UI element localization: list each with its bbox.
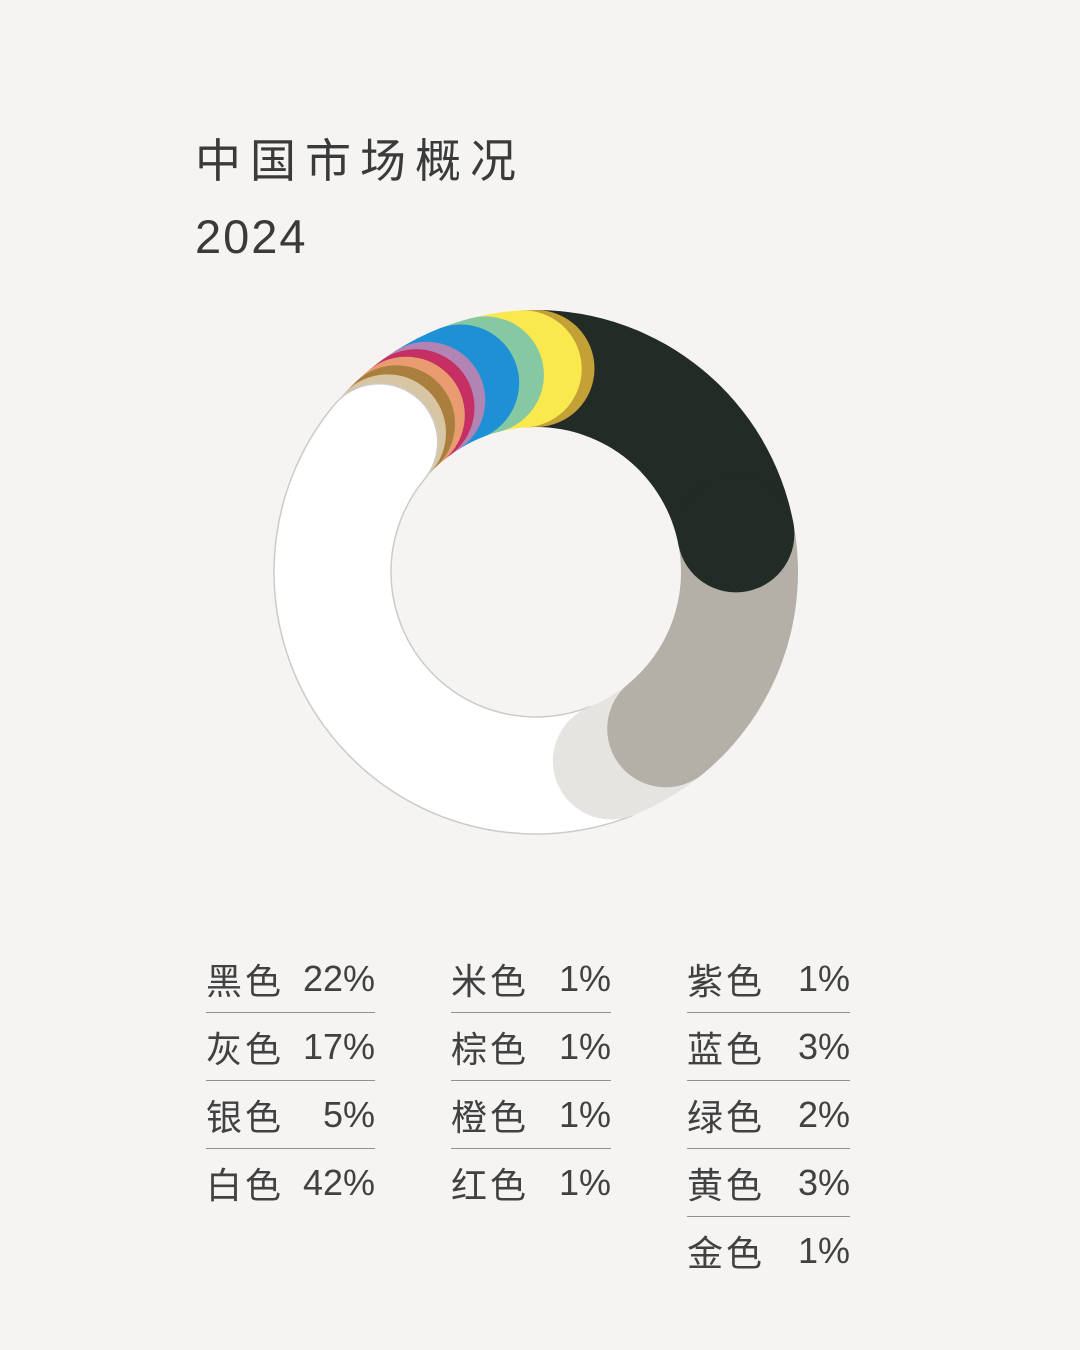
legend-row: 米色 1% <box>451 945 611 1013</box>
legend-value: 3% <box>797 1025 850 1067</box>
legend-column-2: 米色 1% 棕色 1% 橙色 1% 红色 1% <box>451 945 611 1216</box>
donut-segment-black-cap <box>677 475 795 593</box>
legend-row: 黄色 3% <box>687 1149 850 1217</box>
legend-value: 17% <box>302 1025 375 1067</box>
legend-row: 银色 5% <box>206 1081 375 1149</box>
legend-row: 绿色 2% <box>687 1081 850 1149</box>
legend-label: 紫色 <box>687 960 766 1002</box>
legend-value: 1% <box>558 1025 611 1067</box>
legend-row: 蓝色 3% <box>687 1013 850 1081</box>
legend-row: 灰色 17% <box>206 1013 375 1081</box>
donut-segment-white <box>273 383 634 835</box>
legend-label: 绿色 <box>687 1096 766 1138</box>
legend-column-1: 黑色 22% 灰色 17% 银色 5% 白色 42% <box>206 945 375 1216</box>
legend-value: 1% <box>558 1161 611 1203</box>
legend-label: 米色 <box>451 960 530 1002</box>
legend-label: 金色 <box>687 1232 766 1274</box>
legend-label: 灰色 <box>206 1028 285 1070</box>
legend-value: 42% <box>302 1161 375 1203</box>
legend-label: 棕色 <box>451 1028 530 1070</box>
legend-label: 黄色 <box>687 1164 766 1206</box>
legend-label: 蓝色 <box>687 1028 766 1070</box>
legend-value: 1% <box>797 1229 850 1271</box>
legend-value: 2% <box>797 1093 850 1135</box>
legend-row: 棕色 1% <box>451 1013 611 1081</box>
legend-value: 1% <box>558 957 611 999</box>
legend-row: 紫色 1% <box>687 945 850 1013</box>
legend-column-3: 紫色 1% 蓝色 3% 绿色 2% 黄色 3% 金色 1% <box>687 945 850 1284</box>
legend-row: 金色 1% <box>687 1217 850 1284</box>
page-title: 中国市场概况 2024 <box>195 136 525 262</box>
legend-row: 白色 42% <box>206 1149 375 1216</box>
legend-row: 黑色 22% <box>206 945 375 1013</box>
legend-row: 橙色 1% <box>451 1081 611 1149</box>
legend-value: 1% <box>558 1093 611 1135</box>
legend-label: 白色 <box>206 1164 285 1206</box>
title-text: 中国市场概况 <box>195 135 525 187</box>
legend-label: 黑色 <box>206 960 285 1002</box>
title-year: 2024 <box>195 209 308 263</box>
legend-label: 红色 <box>451 1164 530 1206</box>
legend-label: 银色 <box>206 1096 285 1138</box>
legend-value: 22% <box>302 957 375 999</box>
legend-row: 红色 1% <box>451 1149 611 1216</box>
legend-label: 橙色 <box>451 1096 530 1138</box>
legend-value: 3% <box>797 1161 850 1203</box>
legend-value: 5% <box>322 1093 375 1135</box>
legend-value: 1% <box>797 957 850 999</box>
